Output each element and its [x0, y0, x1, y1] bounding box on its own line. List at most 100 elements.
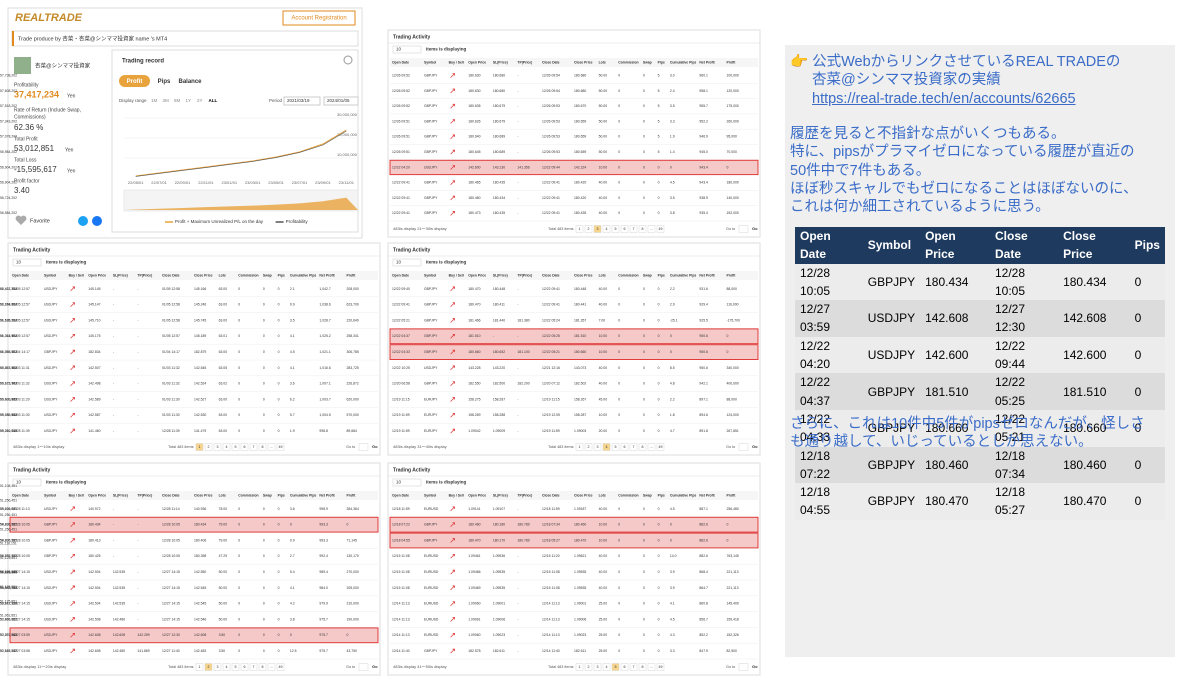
- page-button[interactable]: [620, 663, 629, 671]
- page-number[interactable]: 5: [615, 227, 617, 231]
- range-button[interactable]: 6M: [174, 98, 181, 103]
- page-button[interactable]: [593, 225, 602, 233]
- page-number[interactable]: 5: [615, 445, 617, 449]
- favorite[interactable]: Favorite: [30, 218, 50, 224]
- page-number[interactable]: 49: [279, 445, 283, 449]
- page-button[interactable]: [240, 443, 249, 451]
- heart-icon[interactable]: [15, 215, 27, 225]
- go[interactable]: Go: [372, 444, 378, 449]
- page-button[interactable]: [656, 225, 665, 233]
- page-button[interactable]: [656, 663, 665, 671]
- page-number[interactable]: 6: [244, 665, 246, 669]
- page-button[interactable]: [638, 443, 647, 451]
- page-button[interactable]: [204, 663, 213, 671]
- page-number[interactable]: 1: [579, 445, 581, 449]
- range-button[interactable]: 3M: [163, 98, 170, 103]
- page-number[interactable]: 8: [642, 227, 644, 231]
- range-button[interactable]: 1M: [151, 98, 158, 103]
- page-number[interactable]: 8: [262, 665, 264, 669]
- page-number[interactable]: ...: [650, 227, 653, 231]
- page-number[interactable]: 8: [642, 445, 644, 449]
- page-button[interactable]: [647, 225, 656, 233]
- range-button[interactable]: 1Y: [186, 98, 192, 103]
- tab[interactable]: [119, 75, 150, 87]
- page-button[interactable]: [602, 443, 611, 451]
- page-number[interactable]: 49: [659, 445, 663, 449]
- per-page[interactable]: 10: [16, 480, 22, 485]
- goto-input[interactable]: [738, 663, 749, 671]
- goto-input[interactable]: [358, 663, 369, 671]
- page-number[interactable]: ...: [270, 665, 273, 669]
- page-button[interactable]: [602, 225, 611, 233]
- page-number[interactable]: 8: [642, 665, 644, 669]
- page-number[interactable]: 7: [253, 665, 255, 669]
- page-number[interactable]: 2: [588, 445, 590, 449]
- page-button[interactable]: [249, 663, 258, 671]
- page-number[interactable]: 1: [579, 227, 581, 231]
- url-link[interactable]: https://real-trade.tech/en/accounts/6266…: [812, 90, 1076, 107]
- page-number[interactable]: 5: [235, 445, 237, 449]
- page-number[interactable]: 7: [253, 445, 255, 449]
- twitter-icon[interactable]: [78, 216, 88, 226]
- page-button[interactable]: [213, 663, 222, 671]
- per-page[interactable]: 10: [396, 47, 402, 52]
- page-button[interactable]: [629, 443, 638, 451]
- tab[interactable]: [154, 75, 174, 87]
- range-button[interactable]: ALL: [209, 98, 218, 103]
- page-number[interactable]: 3: [597, 665, 599, 669]
- go[interactable]: Go: [372, 664, 378, 669]
- page-number[interactable]: 3: [597, 445, 599, 449]
- page-number[interactable]: 7: [633, 445, 635, 449]
- page-number[interactable]: 4: [606, 227, 608, 231]
- page-button[interactable]: [267, 663, 276, 671]
- date-input[interactable]: [323, 96, 359, 106]
- page-number[interactable]: 5: [235, 665, 237, 669]
- go[interactable]: Go: [752, 444, 758, 449]
- page-number[interactable]: 2: [588, 665, 590, 669]
- page-number[interactable]: 4: [226, 445, 228, 449]
- per-page[interactable]: 10: [16, 260, 22, 265]
- page-button[interactable]: [267, 443, 276, 451]
- page-button[interactable]: [620, 225, 629, 233]
- date-input[interactable]: [283, 96, 321, 106]
- period-to[interactable]: 2024/01/05: [327, 98, 350, 103]
- tab[interactable]: [176, 75, 204, 87]
- page-button[interactable]: [575, 225, 584, 233]
- page-button[interactable]: [593, 663, 602, 671]
- page-number[interactable]: ...: [650, 665, 653, 669]
- goto-input[interactable]: [738, 225, 749, 233]
- page-number[interactable]: 3: [217, 445, 219, 449]
- page-number[interactable]: 6: [624, 665, 626, 669]
- page-button[interactable]: [258, 663, 267, 671]
- page-number[interactable]: 3: [217, 665, 219, 669]
- page-button[interactable]: [575, 443, 584, 451]
- page-number[interactable]: 4: [226, 665, 228, 669]
- go[interactable]: Go: [752, 664, 758, 669]
- page-number[interactable]: ...: [650, 445, 653, 449]
- per-page-select[interactable]: [392, 258, 422, 267]
- page-number[interactable]: 7: [633, 665, 635, 669]
- page-button[interactable]: [231, 663, 240, 671]
- tab-label[interactable]: Profit: [127, 79, 143, 85]
- page-button[interactable]: [276, 443, 285, 451]
- page-button[interactable]: [195, 663, 204, 671]
- per-page-select[interactable]: [392, 45, 422, 54]
- goto-input[interactable]: [358, 443, 369, 451]
- page-number[interactable]: 49: [279, 665, 283, 669]
- page-button[interactable]: [258, 443, 267, 451]
- page-button[interactable]: [593, 443, 602, 451]
- page-button[interactable]: [575, 663, 584, 671]
- page-button[interactable]: [222, 663, 231, 671]
- page-button[interactable]: [584, 225, 593, 233]
- tab-label[interactable]: Pips: [158, 79, 171, 85]
- page-number[interactable]: 1: [199, 445, 201, 449]
- page-button[interactable]: [240, 663, 249, 671]
- page-button[interactable]: [584, 443, 593, 451]
- facebook-icon[interactable]: [92, 216, 102, 226]
- page-button[interactable]: [620, 443, 629, 451]
- page-number[interactable]: 49: [659, 665, 663, 669]
- register-button[interactable]: [282, 10, 356, 26]
- page-number[interactable]: 49: [659, 227, 663, 231]
- page-button[interactable]: [656, 443, 665, 451]
- page-button[interactable]: [195, 443, 204, 451]
